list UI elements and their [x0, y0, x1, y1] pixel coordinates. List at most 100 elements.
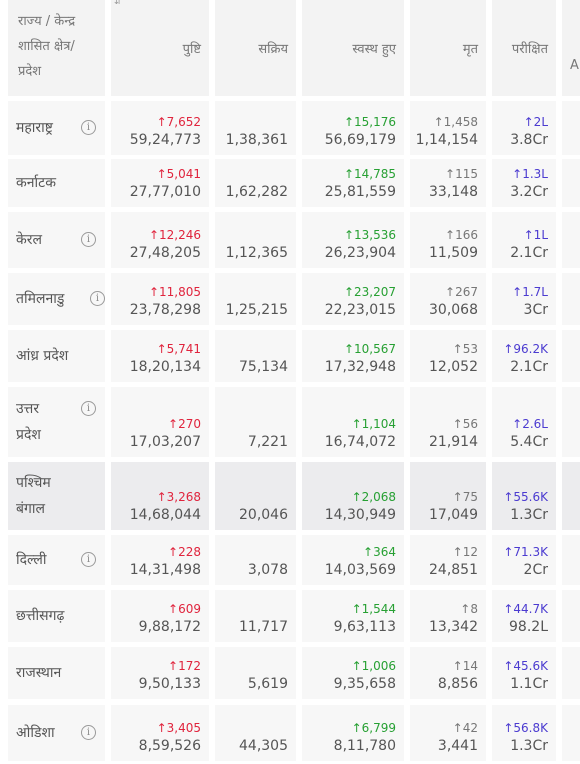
- active-column-header: सक्रिय: [258, 42, 288, 57]
- d-delta: ↑12: [452, 545, 478, 559]
- header-cell-state[interactable]: राज्य / केन्द्र शासित क्षेत्र/प्रदेश: [8, 0, 105, 96]
- info-icon[interactable]: i: [81, 232, 96, 247]
- active-value: 1,12,365: [225, 245, 288, 261]
- cell-state[interactable]: महाराष्ट्र i: [8, 101, 105, 155]
- state-name[interactable]: छत्तीसगढ़: [16, 608, 65, 624]
- cell-state[interactable]: केरल i: [8, 212, 105, 268]
- d-delta: ↑56: [452, 417, 478, 431]
- cell-c: ↑3,268 14,68,044: [111, 462, 209, 530]
- state-name[interactable]: उत्तर: [16, 401, 40, 417]
- cell-extra: [562, 535, 580, 585]
- d-delta: ↑14: [452, 659, 478, 673]
- cell-state[interactable]: छत्तीसगढ़: [8, 590, 105, 642]
- cell-r: ↑6,799 8,11,780: [302, 705, 404, 761]
- cell-state[interactable]: आंध्र प्रदेश: [8, 330, 105, 382]
- c-delta: ↑609: [168, 602, 201, 616]
- t-delta: ↑96.2K: [503, 342, 548, 356]
- t-value: 1.3Cr: [510, 507, 548, 523]
- state-name[interactable]: राजस्थान: [16, 665, 62, 681]
- cell-extra: [562, 647, 580, 699]
- state-name[interactable]: महाराष्ट्र: [16, 120, 53, 136]
- cell-t: ↑71.3K 2Cr: [492, 535, 556, 585]
- confirmed-column-header: पुष्टि: [182, 42, 201, 57]
- active-value: 5,619: [247, 676, 288, 692]
- d-delta: ↑53: [452, 342, 478, 356]
- state-name[interactable]: केरल: [16, 232, 42, 248]
- c-delta: ↑7,652: [156, 115, 201, 129]
- state-name[interactable]: कर्नाटक: [16, 175, 56, 191]
- cell-r: ↑13,536 26,23,904: [302, 212, 404, 268]
- state-name[interactable]: दिल्ली: [16, 552, 47, 568]
- sort-icon[interactable]: ⇵: [114, 0, 122, 7]
- c-value: 18,20,134: [129, 359, 201, 375]
- cell-r: ↑1,544 9,63,113: [302, 590, 404, 642]
- cell-d: ↑1,458 1,14,154: [410, 101, 486, 155]
- cell-r: ↑10,567 17,32,948: [302, 330, 404, 382]
- cell-extra: [562, 705, 580, 761]
- c-delta: ↑172: [168, 659, 201, 673]
- cell-state[interactable]: राजस्थान: [8, 647, 105, 699]
- info-icon[interactable]: i: [81, 725, 96, 740]
- header-cell-t[interactable]: परीक्षित: [492, 0, 556, 96]
- next-column-header[interactable]: A: [570, 58, 579, 73]
- state-column-header-line: शासित क्षेत्र/: [18, 39, 75, 54]
- d-delta: ↑1,458: [433, 115, 478, 129]
- cell-active: 75,134: [215, 330, 296, 382]
- info-icon[interactable]: i: [81, 120, 96, 135]
- state-name[interactable]: प्रदेश: [16, 427, 41, 443]
- info-icon[interactable]: i: [81, 552, 96, 567]
- cell-t: ↑45.6K 1.1Cr: [492, 647, 556, 699]
- state-name[interactable]: तमिलनाडु: [16, 291, 65, 307]
- state-name[interactable]: ओडिशा: [16, 725, 55, 741]
- info-icon[interactable]: i: [90, 291, 105, 306]
- state-name[interactable]: बंगाल: [16, 501, 45, 517]
- r-delta: ↑1,544: [351, 602, 396, 616]
- c-value: 8,59,526: [138, 738, 201, 754]
- state-name[interactable]: पश्चिम: [16, 475, 51, 491]
- cell-extra: [562, 273, 580, 325]
- r-delta: ↑6,799: [351, 721, 396, 735]
- header-cell-c[interactable]: पुष्टि: [111, 0, 209, 96]
- c-value: 59,24,773: [129, 132, 201, 148]
- cell-state[interactable]: तमिलनाडु i: [8, 273, 105, 325]
- cell-state[interactable]: दिल्ली i: [8, 535, 105, 585]
- cell-d: ↑12 24,851: [410, 535, 486, 585]
- cell-state[interactable]: पश्चिम बंगाल: [8, 462, 105, 530]
- cell-d: ↑56 21,914: [410, 387, 486, 457]
- c-delta: ↑12,246: [148, 228, 201, 242]
- active-value: 1,25,215: [225, 302, 288, 318]
- cell-t: ↑1.3L 3.2Cr: [492, 159, 556, 207]
- cell-d: ↑166 11,509: [410, 212, 486, 268]
- cell-state[interactable]: उत्तर प्रदेश i: [8, 387, 105, 457]
- cell-t: ↑1.7L 3Cr: [492, 273, 556, 325]
- cell-d: ↑42 3,441: [410, 705, 486, 761]
- header-cell-active[interactable]: सक्रिय: [215, 0, 296, 96]
- cell-d: ↑8 13,342: [410, 590, 486, 642]
- cell-t: ↑96.2K 2.1Cr: [492, 330, 556, 382]
- r-value: 25,81,559: [324, 184, 396, 200]
- cell-extra: [562, 387, 580, 457]
- header-cell-r[interactable]: स्वस्थ हुए: [302, 0, 404, 96]
- c-delta: ↑11,805: [148, 285, 201, 299]
- cell-t: ↑55.6K 1.3Cr: [492, 462, 556, 530]
- c-value: 27,77,010: [129, 184, 201, 200]
- t-delta: ↑2L: [523, 115, 548, 129]
- cell-active: 5,619: [215, 647, 296, 699]
- d-value: 21,914: [429, 434, 478, 450]
- cell-state[interactable]: ओडिशा i: [8, 705, 105, 761]
- c-delta: ↑228: [168, 545, 201, 559]
- r-delta: ↑1,006: [351, 659, 396, 673]
- t-value: 2.1Cr: [510, 245, 548, 261]
- cell-c: ↑172 9,50,133: [111, 647, 209, 699]
- cell-extra: [562, 159, 580, 207]
- r-value: 14,30,949: [324, 507, 396, 523]
- state-name[interactable]: आंध्र प्रदेश: [16, 348, 69, 364]
- t-value: 3Cr: [523, 302, 548, 318]
- info-icon[interactable]: i: [81, 401, 96, 416]
- t-value: 2Cr: [523, 562, 548, 578]
- cell-state[interactable]: कर्नाटक: [8, 159, 105, 207]
- t-delta: ↑71.3K: [503, 545, 548, 559]
- header-cell-d[interactable]: मृत: [410, 0, 486, 96]
- c-value: 27,48,205: [129, 245, 201, 261]
